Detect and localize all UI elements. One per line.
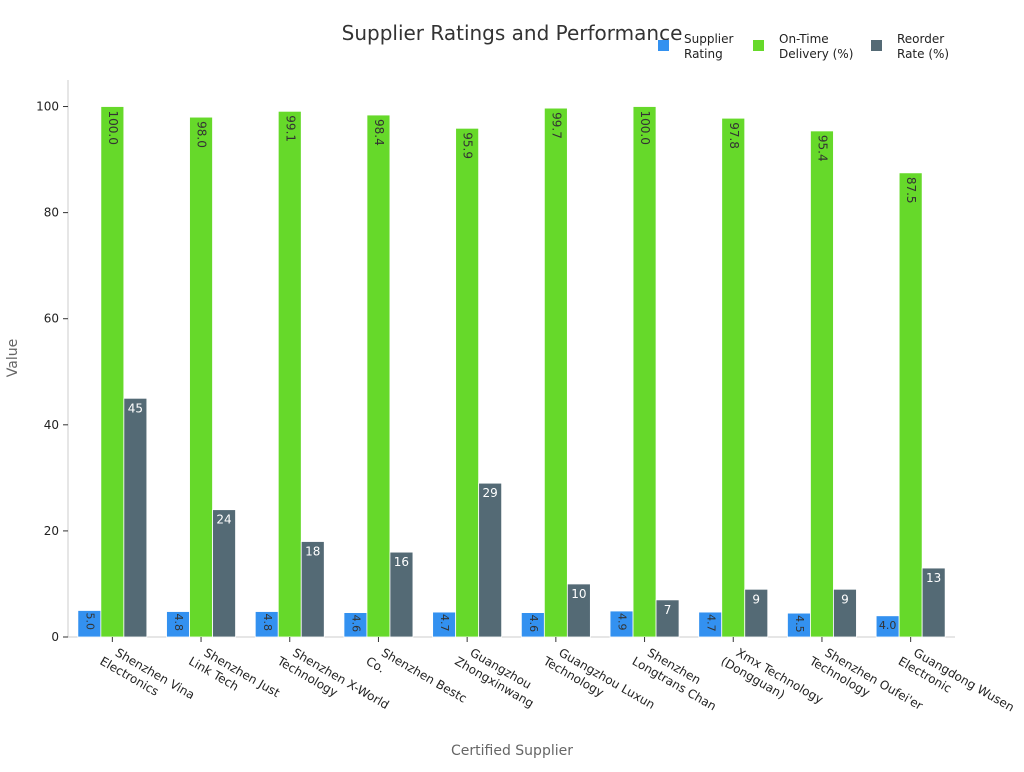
data-label: 98.4 — [372, 119, 386, 146]
data-label: 4.8 — [261, 614, 274, 632]
legend-label: On-Time Delivery (%) — [779, 32, 853, 61]
x-tick-label: Shenzhen Oufei'erTechnology — [806, 640, 925, 725]
y-tick-label: 80 — [44, 206, 59, 220]
data-label: 18 — [305, 545, 320, 559]
x-tick-label: Shenzhen JustLink Tech — [186, 641, 282, 713]
bar — [123, 397, 148, 638]
bar — [189, 116, 213, 638]
y-tick-label: 0 — [51, 630, 59, 644]
bar — [566, 583, 591, 638]
data-label: 4.5 — [793, 615, 806, 633]
data-label: 9 — [752, 592, 760, 606]
bar — [478, 482, 503, 638]
x-tick-label: Guangzhou LuxunTechnology — [540, 640, 657, 724]
legend-swatch — [871, 40, 882, 51]
data-label: 4.6 — [527, 615, 540, 633]
data-label: 9 — [841, 592, 849, 606]
y-tick-label: 100 — [36, 100, 59, 114]
bar — [921, 567, 946, 638]
bar — [655, 599, 680, 638]
data-label: 4.0 — [879, 619, 897, 632]
data-label: 45 — [128, 401, 143, 415]
data-label: 4.7 — [438, 614, 451, 632]
data-label: 29 — [483, 486, 498, 500]
bar — [389, 551, 414, 638]
x-tick-label: Shenzhen VinaElectronics — [98, 641, 198, 715]
data-label: 95.4 — [815, 135, 829, 162]
bar — [898, 172, 923, 638]
legend-swatch — [658, 40, 669, 51]
bar — [721, 117, 746, 638]
data-label: 87.5 — [904, 177, 918, 204]
bar — [833, 588, 857, 638]
chart-title: Supplier Ratings and Performance — [342, 21, 683, 45]
data-label: 100.0 — [638, 111, 652, 145]
y-tick-label: 20 — [44, 524, 59, 538]
legend-label: Reorder Rate (%) — [897, 32, 949, 61]
bar — [277, 110, 302, 638]
data-label: 5.0 — [83, 612, 96, 630]
bar — [632, 106, 657, 638]
y-tick-label: 40 — [44, 418, 59, 432]
bar — [455, 127, 480, 638]
x-tick-label: Guangdong WusenElectronic — [896, 641, 1017, 727]
x-tick-label: Shenzhen X-WorldTechnology — [274, 640, 391, 725]
bar — [744, 588, 769, 638]
data-label: 16 — [394, 555, 409, 569]
y-axis-label: Value — [5, 339, 21, 377]
data-label: 99.1 — [283, 115, 297, 142]
data-label: 10 — [571, 587, 586, 601]
data-label: 13 — [926, 571, 941, 585]
y-tick-label: 60 — [44, 312, 59, 326]
data-label: 98.0 — [195, 121, 209, 148]
bar — [810, 130, 834, 638]
data-label: 4.7 — [704, 614, 717, 632]
data-label: 7 — [664, 603, 672, 617]
x-axis-label: Certified Supplier — [451, 743, 573, 759]
data-label: 4.9 — [616, 613, 629, 631]
legend-label: Supplier Rating — [684, 32, 734, 61]
bar — [100, 106, 125, 638]
x-tick-label: GuangzhouZhongxinwang — [452, 641, 543, 711]
data-label: 100.0 — [106, 111, 120, 145]
data-label: 4.8 — [172, 614, 185, 632]
data-label: 24 — [216, 513, 231, 527]
data-label: 95.9 — [461, 132, 475, 159]
bar — [543, 107, 568, 638]
bar — [212, 509, 236, 638]
bar — [366, 114, 391, 638]
data-label: 97.8 — [727, 122, 741, 149]
data-label: 4.6 — [349, 615, 362, 633]
legend-swatch — [753, 40, 764, 51]
x-tick-label: Xmx Technology(Dongguan) — [718, 641, 825, 720]
bar — [300, 541, 325, 638]
legend: Supplier Rating On-Time Delivery (%) Reorder… — [658, 32, 949, 61]
data-label: 99.7 — [549, 112, 563, 139]
